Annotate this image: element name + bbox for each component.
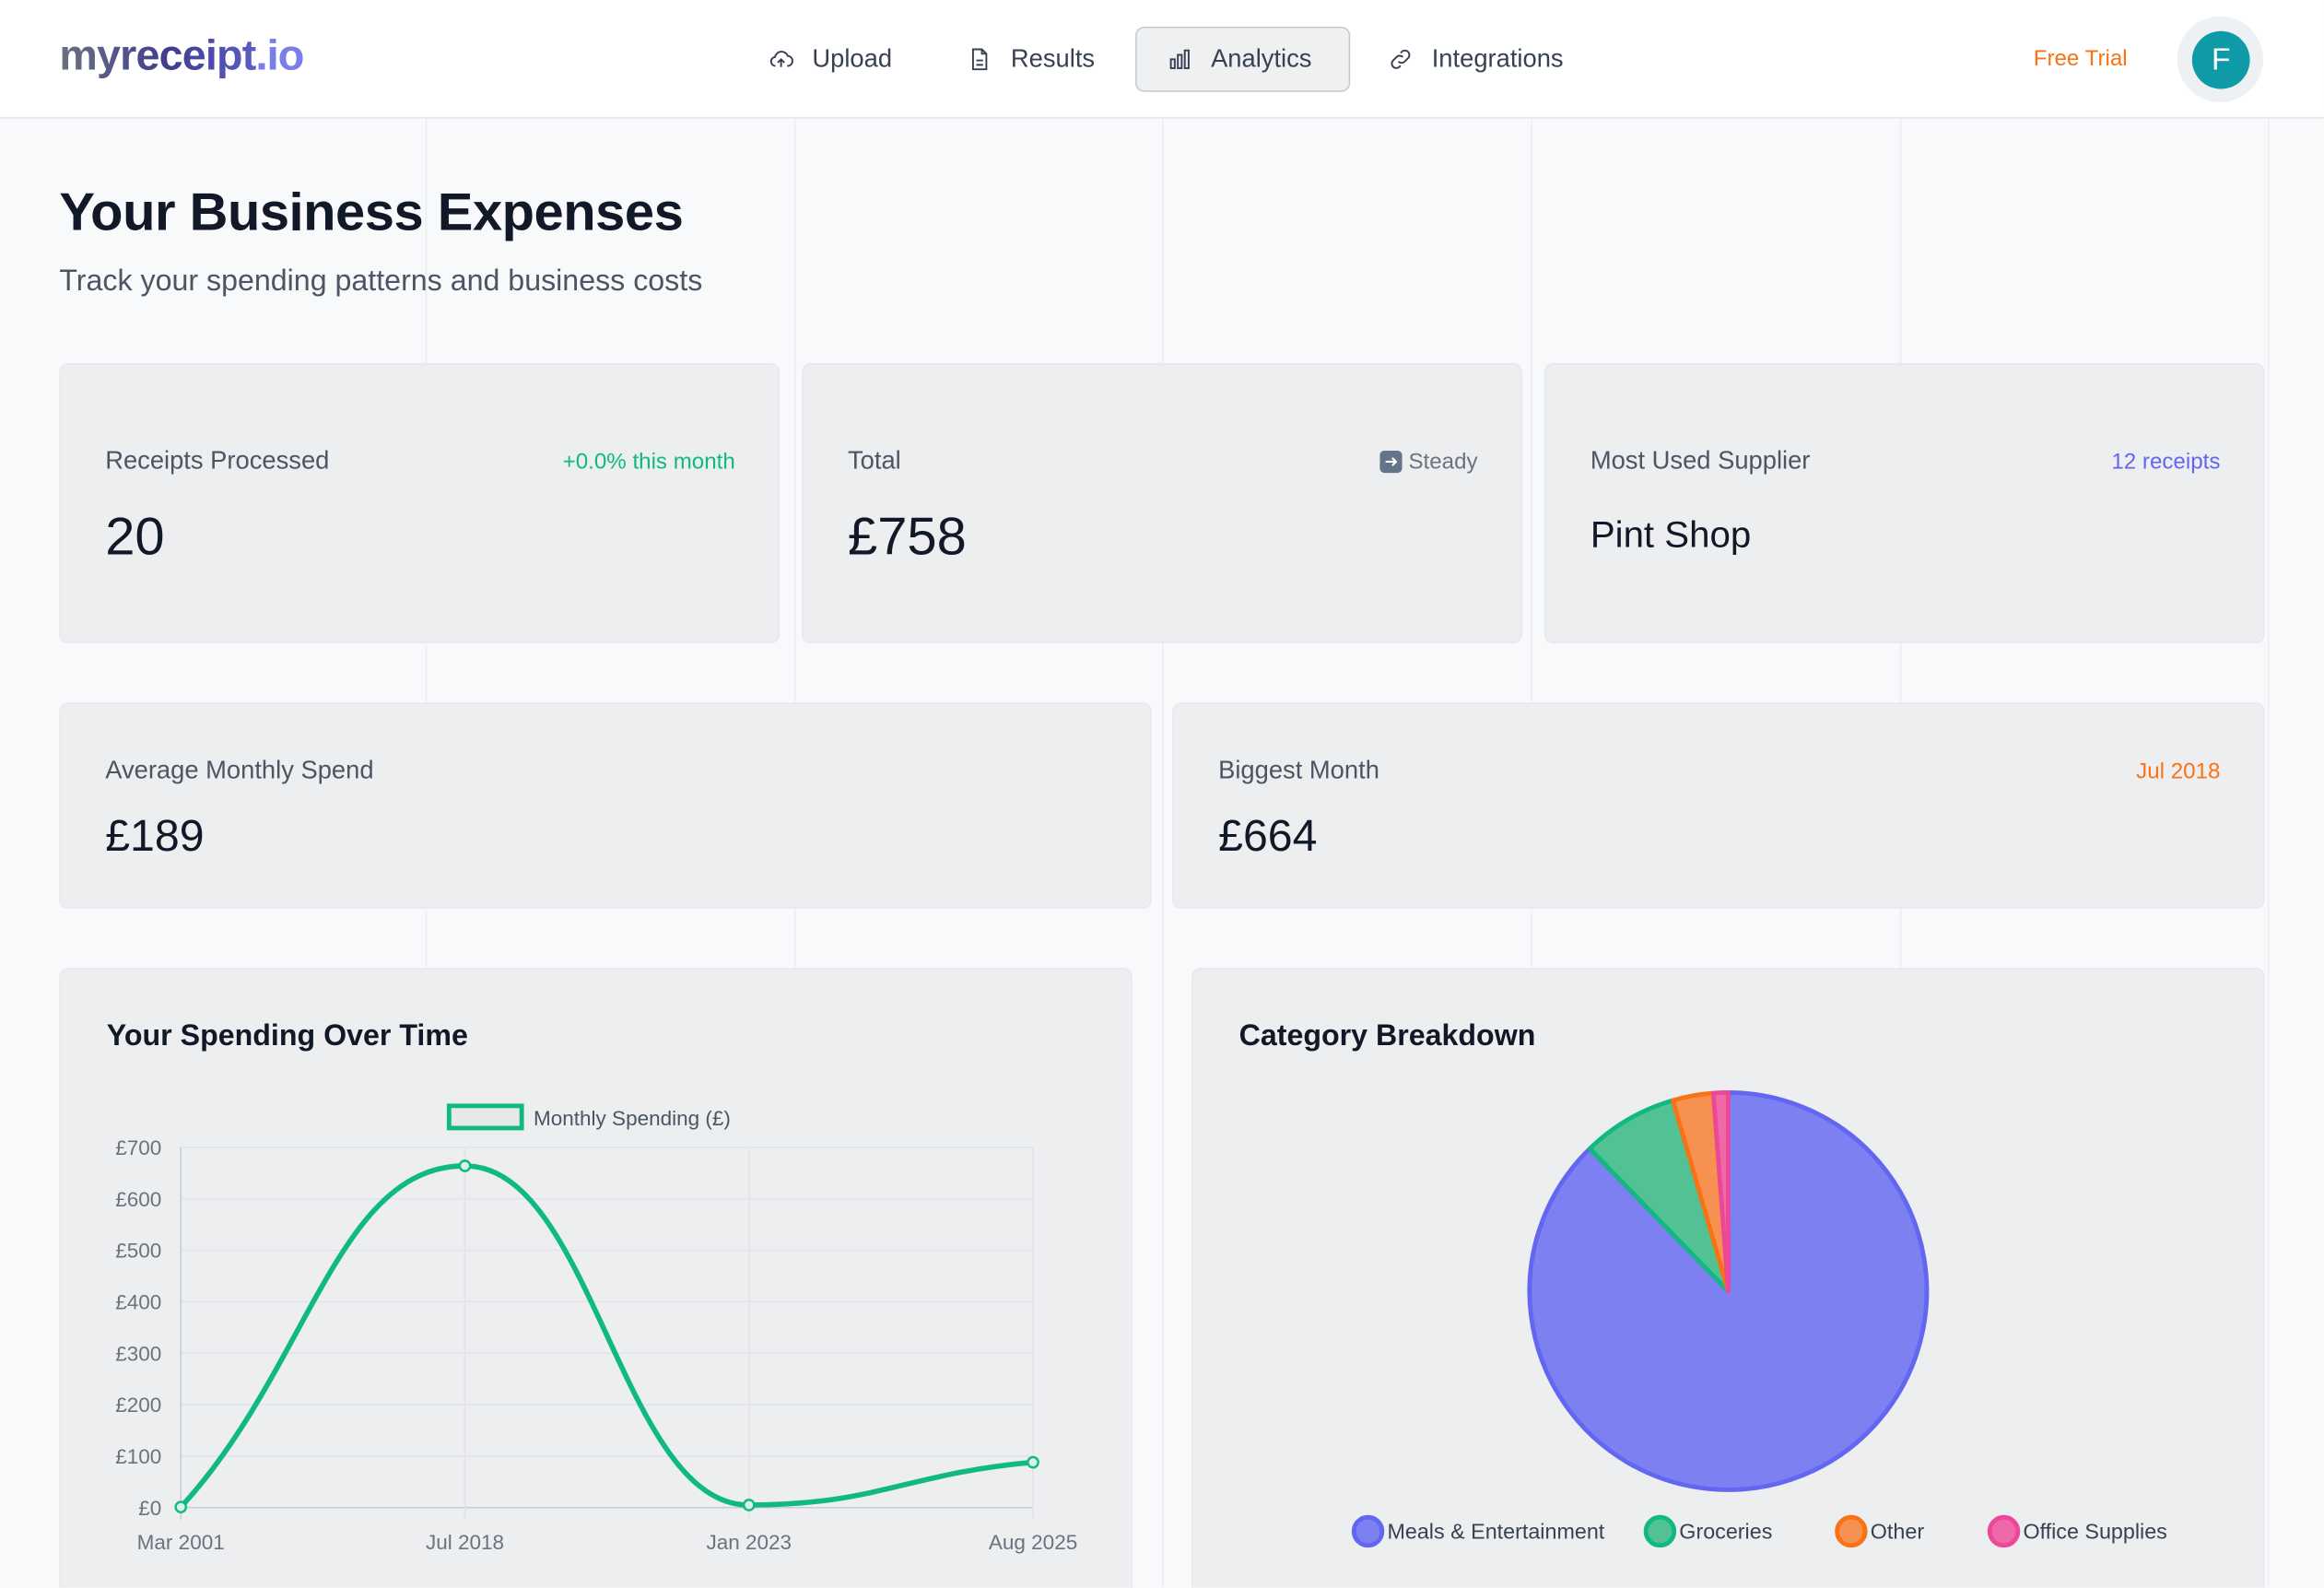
right-arrow-icon: ➜ [1379,450,1403,474]
stat-value: £189 [105,812,205,862]
line-chart: £0 £100 £200 £300 £400 £500 £600 £700 Mar 2001 Ju… [115,1103,1077,1554]
grid-line [1161,118,1164,1588]
legend-label: Office Supplies [2023,1520,2166,1544]
stat-label: Receipts Processed [105,446,330,475]
page-title: Your Business Expenses [59,181,684,242]
spending-chart-card: Your Spending Over Time £0 £100 £200 £300 £4… [59,968,1133,1588]
cloud-upload-icon [769,51,793,67]
grid-line [2267,118,2270,1588]
nav-analytics[interactable]: Analytics [1135,26,1351,92]
pie-slice [1710,1089,1731,1294]
bar-chart-icon [1169,49,1190,69]
stat-value: Pint Shop [1590,514,1752,557]
data-point [174,1500,188,1514]
document-icon [971,48,988,71]
logo-text: myreceipt [59,32,256,80]
x-tick-label: Jan 2023 [706,1531,792,1554]
avatar[interactable]: F [2191,30,2250,89]
stat-label: Biggest Month [1218,756,1379,784]
logo[interactable]: myreceipt.io [59,32,304,81]
nav-label: Upload [812,44,893,73]
stat-card-biggest-month: Biggest Month Jul 2018 £664 [1172,702,2265,909]
legend-swatch [446,1103,524,1131]
nav-results[interactable]: Results [940,27,1121,92]
y-tick-label: £200 [115,1394,161,1417]
y-tick-label: £300 [115,1342,161,1365]
legend-swatch [1835,1514,1868,1548]
stat-badge: +0.0% this month [562,449,735,475]
legend-swatch [1643,1514,1677,1548]
legend-label: Other [1871,1520,1925,1544]
stat-card-total: Total ➜ Steady £758 [802,363,1522,644]
stat-card-supplier: Most Used Supplier 12 receipts Pint Shop [1543,363,2265,644]
nav-integrations[interactable]: Integrations [1361,27,1590,92]
link-icon [1391,49,1411,69]
nav-upload[interactable]: Upload [741,27,919,92]
y-tick-label: £0 [138,1497,161,1520]
y-tick-label: £100 [115,1445,161,1468]
stat-badge: 12 receipts [2111,449,2221,475]
stat-value: 20 [105,505,165,567]
page-subtitle: Track your spending patterns and busines… [59,265,703,299]
y-tick-label: £500 [115,1240,161,1263]
nav-label: Results [1010,44,1096,73]
stat-card-average: Average Monthly Spend £189 [59,702,1152,909]
x-tick-label: Mar 2001 [137,1531,225,1554]
stat-label: Total [848,446,901,475]
stat-badge: Jul 2018 [2136,759,2221,784]
stat-value: £664 [1218,812,1318,862]
stat-label: Average Monthly Spend [105,756,374,784]
free-trial-link[interactable]: Free Trial [2033,45,2128,72]
stat-badge-text: Steady [1408,449,1478,475]
nav-label: Integrations [1431,44,1564,73]
pie-chart: Meals & Entertainment Groceries Other Offic… [1351,1089,2167,1548]
legend-swatch [1987,1514,2021,1548]
chart-title: Category Breakdown [1238,1019,1536,1053]
stat-card-receipts: Receipts Processed +0.0% this month 20 [59,363,781,644]
x-tick-label: Jul 2018 [426,1531,504,1554]
data-point [742,1499,756,1512]
chart-title: Your Spending Over Time [106,1019,468,1053]
legend-label: Meals & Entertainment [1387,1520,1604,1544]
legend-label: Monthly Spending (£) [534,1107,731,1130]
y-tick-label: £400 [115,1290,161,1313]
top-nav-bar: myreceipt.io Upload Results Analytics In… [0,0,2324,119]
logo-tld: .io [255,32,304,80]
stat-label: Most Used Supplier [1590,446,1811,475]
stat-badge: ➜ Steady [1379,449,1478,475]
legend-label: Groceries [1679,1520,1772,1544]
legend-swatch [1351,1514,1385,1548]
series-line [179,1163,1034,1510]
y-tick-label: £600 [115,1188,161,1211]
nav-label: Analytics [1211,44,1312,73]
data-point [1027,1455,1039,1469]
y-tick-label: £700 [115,1136,161,1159]
x-tick-label: Aug 2025 [989,1531,1077,1554]
stat-value: £758 [848,505,967,567]
category-chart-card: Category Breakdown Meals & Entertainment… [1191,968,2265,1588]
data-point [458,1159,472,1172]
